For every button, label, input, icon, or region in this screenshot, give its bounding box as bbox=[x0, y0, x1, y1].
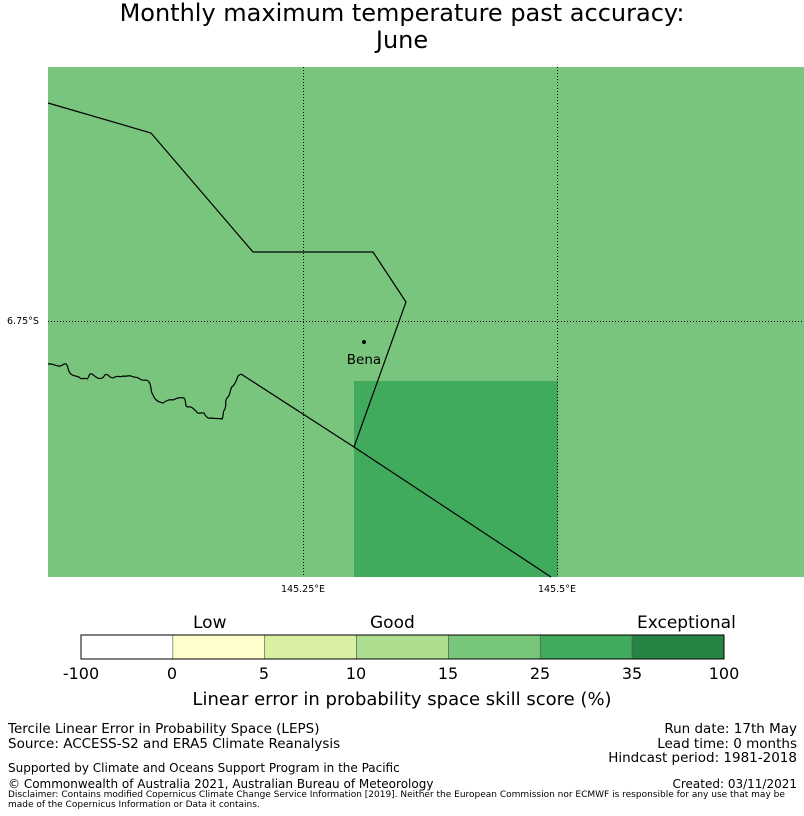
province-boundary bbox=[240, 373, 552, 578]
hindcast-period: Hindcast period: 1981-2018 bbox=[608, 750, 797, 766]
category-exceptional: Exceptional bbox=[637, 613, 736, 633]
colorbar-tick: 100 bbox=[708, 664, 740, 683]
created-date: Created: 03/11/2021 bbox=[672, 777, 797, 791]
colorbar-segment bbox=[539, 634, 633, 660]
footer-copyright: © Commonwealth of Australia 2021, Austra… bbox=[8, 777, 434, 791]
colorbar-segment bbox=[80, 634, 174, 660]
footer-source: Source: ACCESS-S2 and ERA5 Climate Reana… bbox=[8, 736, 341, 752]
colorbar-tick: 10 bbox=[345, 664, 367, 683]
colorbar-tick: 0 bbox=[166, 664, 178, 683]
colorbar-tick: 25 bbox=[529, 664, 551, 683]
colorbar-tick: -100 bbox=[62, 664, 100, 683]
colorbar-segment bbox=[172, 634, 266, 660]
run-date: Run date: 17th May bbox=[664, 721, 797, 737]
longitude-label: 145.5°E bbox=[538, 584, 576, 595]
colorbar-segment bbox=[631, 634, 725, 660]
colorbar-tick: 35 bbox=[621, 664, 643, 683]
map-canvas: Bena bbox=[47, 67, 804, 578]
footer-support: Supported by Climate and Oceans Support … bbox=[8, 761, 400, 775]
colorbar-segment bbox=[356, 634, 449, 660]
town-marker-icon bbox=[362, 340, 366, 344]
town-label: Bena bbox=[347, 352, 381, 368]
colorbar-label: Linear error in probability space skill … bbox=[192, 689, 612, 710]
map-title: Monthly maximum temperature past accurac… bbox=[119, 0, 685, 27]
longitude-label: 145.25°E bbox=[281, 584, 325, 595]
category-low: Low bbox=[193, 613, 227, 633]
colorbar-tick: 15 bbox=[437, 664, 459, 683]
lead-time: Lead time: 0 months bbox=[657, 736, 797, 752]
province-boundary bbox=[47, 102, 407, 448]
disclaimer: Disclaimer: Contains modified Copernicus… bbox=[8, 790, 785, 810]
colorbar-segment bbox=[264, 634, 357, 660]
colorbar-segment bbox=[448, 634, 541, 660]
colorbar bbox=[80, 634, 725, 660]
skill-grid-cell-highlight bbox=[354, 381, 558, 577]
river-coastline bbox=[47, 363, 242, 420]
footer-method: Tercile Linear Error in Probability Spac… bbox=[8, 721, 320, 737]
latitude-label: 6.75°S bbox=[7, 316, 39, 327]
map-subtitle: June bbox=[375, 26, 429, 54]
category-good: Good bbox=[370, 613, 415, 633]
colorbar-tick: 5 bbox=[258, 664, 270, 683]
